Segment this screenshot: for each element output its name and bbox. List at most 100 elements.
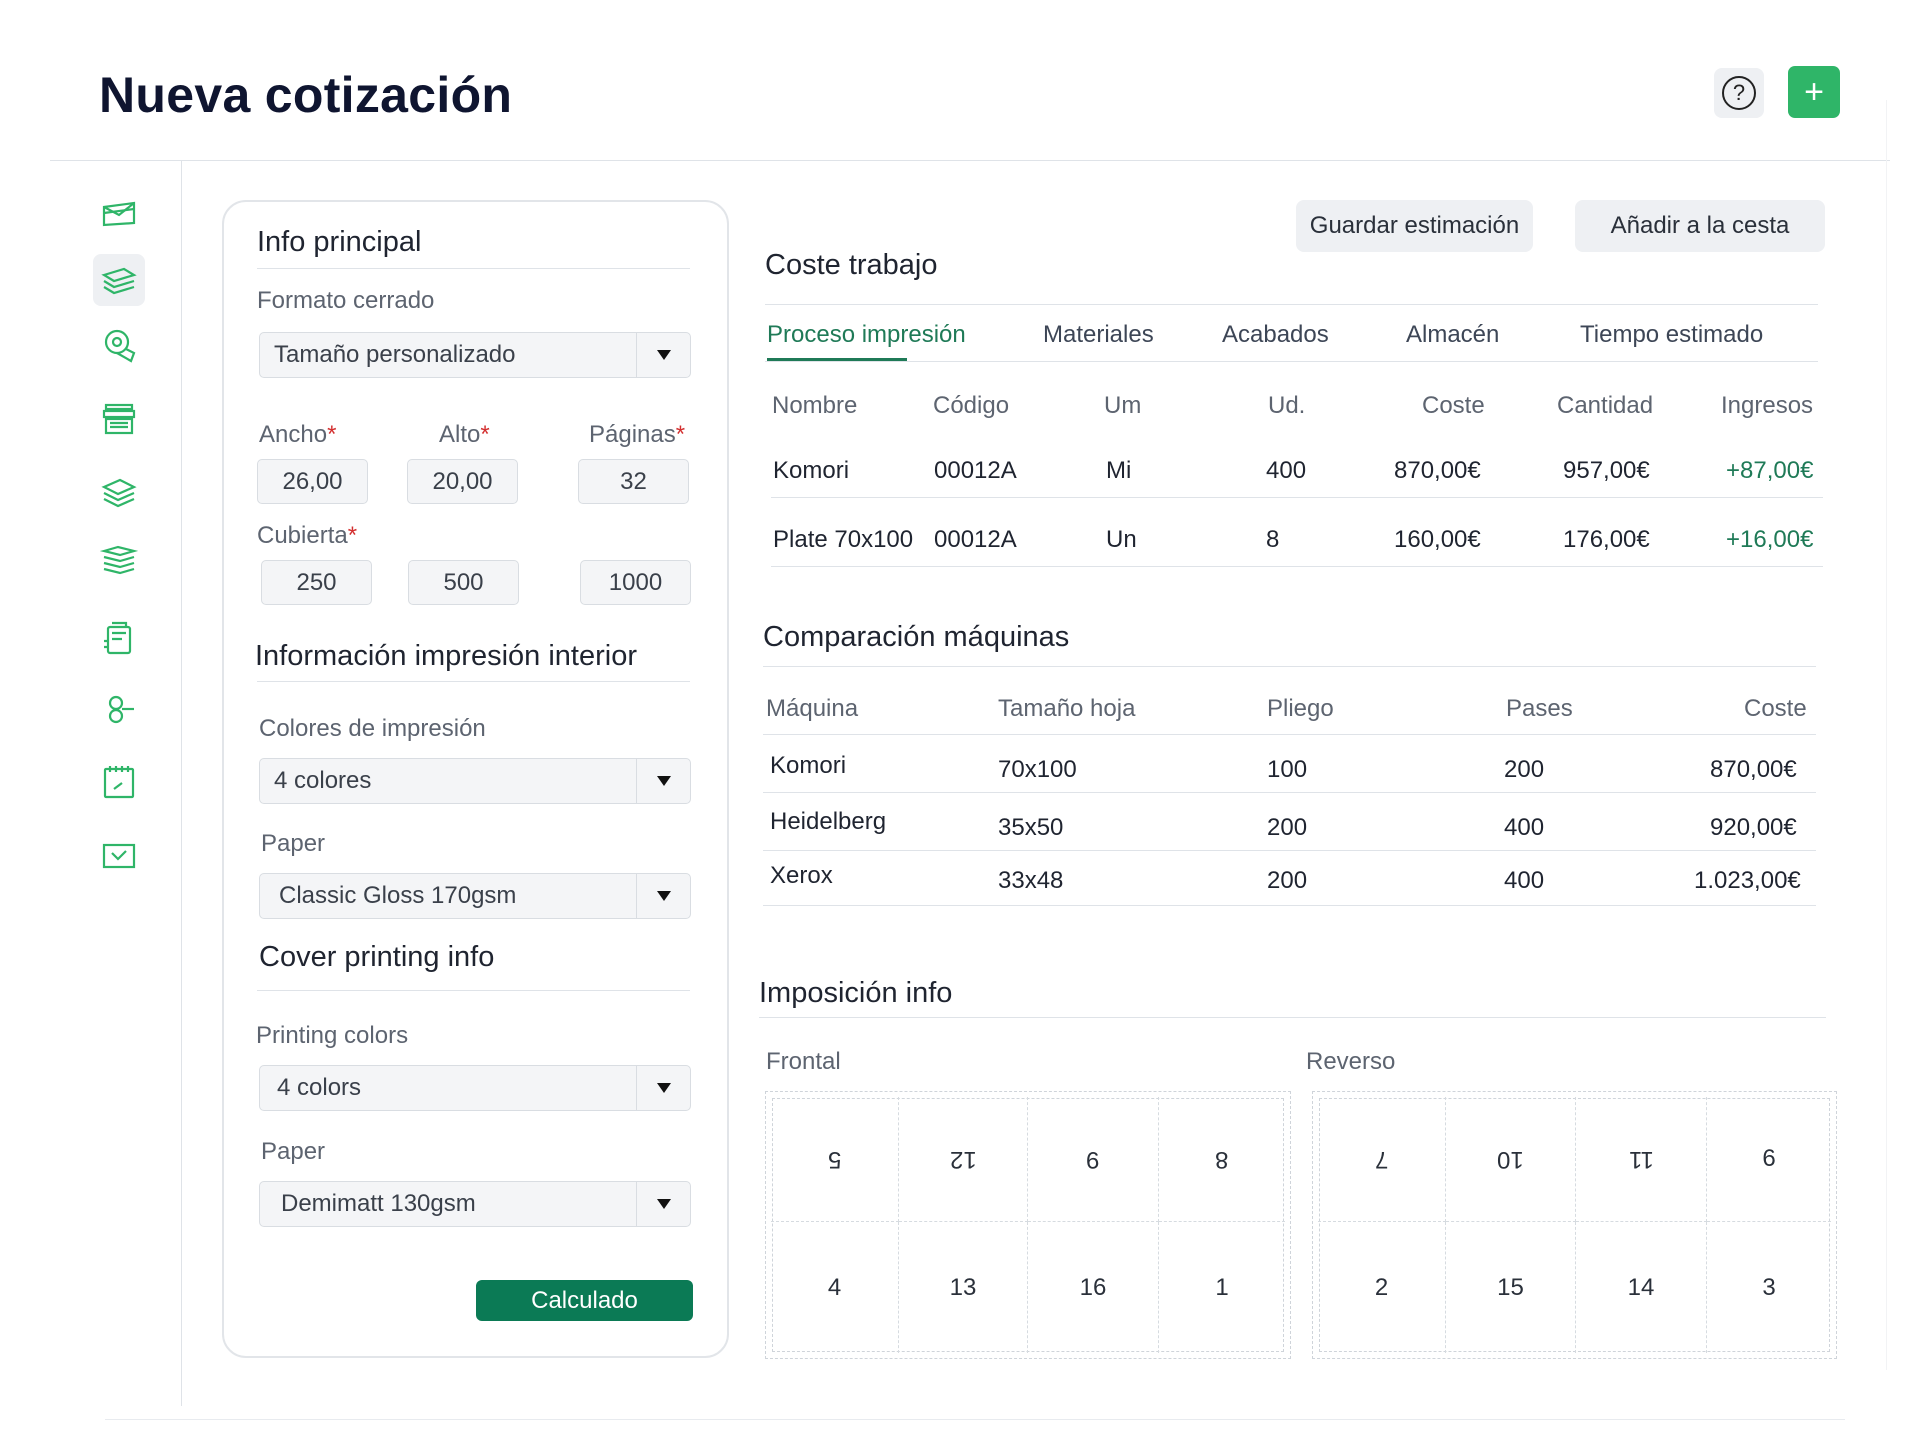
binding-rings-icon [108,695,134,724]
alto-input[interactable]: 20,00 [407,459,518,504]
sidebar-item-layers[interactable] [93,465,145,517]
section-divider [765,304,1818,305]
paper-label: Paper [261,830,326,857]
header-divider [50,160,1890,161]
table-row-divider [763,905,1816,906]
sidebar-item-inbox[interactable] [93,830,145,882]
stacked-paper-icon [101,267,137,295]
table-cell: 957,00€ [1563,457,1650,484]
cover-colors-select[interactable]: 4 colors [259,1065,691,1111]
alto-label: Alto* [439,421,490,448]
page-cell: 16 [1028,1222,1159,1353]
table-header: Ingresos [1721,392,1814,419]
frontal-label: Frontal [766,1048,841,1075]
section-title-coste-trabajo: Coste trabajo [765,249,938,281]
frontal-imposition-grid [765,1091,1291,1359]
cubierta-option[interactable]: 250 [261,560,372,605]
sidebar-item-binding[interactable] [93,684,145,736]
add-button[interactable]: + [1788,66,1840,118]
sidebar-item-paper[interactable] [93,254,145,306]
table-cell-income: +87,00€ [1726,457,1814,484]
sidebar-item-binder[interactable] [93,612,145,664]
page-title: Nueva cotización [99,67,513,123]
table-cell: 200 [1504,756,1545,783]
table-cell: Mi [1106,457,1132,484]
layers-icon [101,478,137,508]
section-divider [763,666,1816,667]
table-cell: 8 [1266,526,1280,553]
table-row-divider [763,792,1816,793]
tab-acabados[interactable]: Acabados [1222,321,1329,348]
interior-paper-value: Classic Gloss 170gsm [279,882,517,909]
formato-value: Tamaño personalizado [274,341,516,368]
table-header: Código [933,392,1010,419]
sidebar-item-notepad[interactable] [93,756,145,808]
chevron-down-icon[interactable] [636,874,690,918]
table-header: Um [1104,392,1142,419]
cover-colors-value: 4 colors [277,1074,362,1101]
formato-label: Formato cerrado [257,287,435,314]
ancho-label: Ancho* [259,421,337,448]
table-cell: 100 [1267,756,1308,783]
save-estimate-button[interactable]: Guardar estimación [1296,200,1533,252]
table-row-divider [763,850,1816,851]
table-header: Cantidad [1557,392,1654,419]
table-cell-income: +16,00€ [1726,526,1814,553]
chevron-down-icon[interactable] [636,333,690,377]
table-header: Tamaño hoja [998,695,1136,722]
form-panel [222,200,729,1358]
page-cell: 13 [899,1222,1028,1353]
paper-roll-icon [104,329,136,363]
table-header-divider [763,734,1816,735]
page-cell: 15 [1446,1222,1576,1353]
sidebar-divider [181,161,182,1406]
paginas-input[interactable]: 32 [578,459,689,504]
interior-paper-select[interactable]: Classic Gloss 170gsm [259,873,691,919]
table-row-divider [771,497,1823,498]
printer-icon [102,403,136,435]
table-header: Máquina [766,695,859,722]
table-cell: 200 [1267,867,1308,894]
page-cell: 1 [1215,1273,1229,1301]
cubierta-option[interactable]: 500 [408,560,519,605]
table-cell: 870,00€ [1394,457,1481,484]
add-to-cart-button[interactable]: Añadir a la cesta [1575,200,1825,252]
table-cell: Komori [770,752,847,779]
sidebar-item-envelope[interactable] [93,188,145,240]
cover-paper-select[interactable]: Demimatt 130gsm [259,1181,691,1227]
sidebar-item-roll[interactable] [93,320,145,372]
sidebar-item-printer[interactable] [93,394,145,446]
table-cell: 400 [1504,867,1545,894]
tab-tiempo-estimado[interactable]: Tiempo estimado [1580,321,1764,348]
printing-colors-label: Printing colors [256,1022,409,1049]
calculate-button[interactable]: Calculado [476,1280,693,1321]
ancho-input[interactable]: 26,00 [257,459,368,504]
page-cell: 11 [1576,1097,1707,1222]
tabs-divider [765,361,1818,362]
table-cell: 400 [1266,457,1307,484]
table-cell: 870,00€ [1710,756,1797,783]
reverso-label: Reverso [1306,1048,1396,1075]
tab-proceso-impresion[interactable]: Proceso impresión [767,321,966,348]
stacked-sheets-icon [100,545,138,575]
page-cell: 9 [1028,1097,1159,1222]
tab-materiales[interactable]: Materiales [1043,321,1154,348]
colores-select[interactable]: 4 colores [259,758,691,804]
section-divider [759,1017,1826,1018]
chevron-down-icon[interactable] [636,1182,690,1226]
table-cell: 160,00€ [1394,526,1481,553]
sidebar-item-sheets[interactable] [93,534,145,586]
tab-almacen[interactable]: Almacén [1406,321,1500,348]
table-cell: 35x50 [998,814,1064,841]
page-cell: 2 [1318,1222,1446,1353]
section-title-interior: Información impresión interior [255,640,637,672]
cubierta-option[interactable]: 1000 [580,560,691,605]
chevron-down-icon[interactable] [636,1066,690,1110]
chevron-down-icon[interactable] [636,759,690,803]
table-cell: Heidelberg [770,808,887,835]
formato-select[interactable]: Tamaño personalizado [259,332,691,378]
section-title-info-principal: Info principal [257,226,422,258]
help-button[interactable]: ? [1714,68,1764,118]
page-cell: 4 [771,1222,899,1353]
page-cell: 5 [771,1097,899,1222]
